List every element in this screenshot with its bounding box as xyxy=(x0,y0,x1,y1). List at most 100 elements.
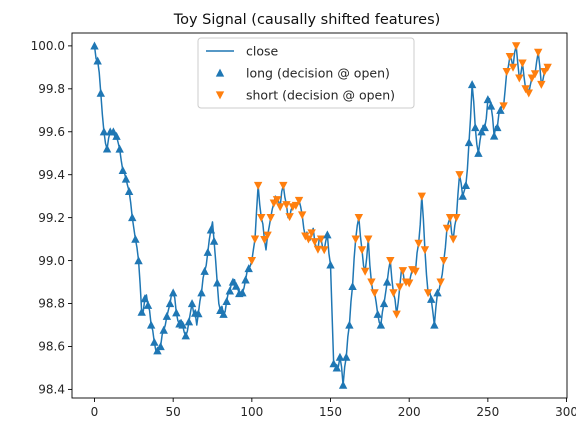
long-marker xyxy=(128,213,137,222)
y-tick-label: 98.6 xyxy=(38,340,65,354)
long-marker xyxy=(102,144,112,153)
long-marker xyxy=(209,236,219,245)
short-marker xyxy=(351,235,360,244)
long-marker xyxy=(153,346,162,355)
long-marker xyxy=(464,138,474,147)
long-marker xyxy=(181,331,190,340)
short-marker xyxy=(540,68,549,77)
long-marker xyxy=(200,266,209,275)
short-marker xyxy=(398,267,408,276)
legend: close long (decision @ open) short (decisi… xyxy=(197,37,415,109)
long-marker xyxy=(162,311,172,320)
y-tick-label: 100.0 xyxy=(31,39,65,53)
long-marker xyxy=(373,309,382,318)
long-marker xyxy=(382,277,392,286)
long-marker xyxy=(99,127,109,136)
long-marker xyxy=(156,342,165,351)
short-marker xyxy=(508,63,518,72)
short-marker xyxy=(530,70,540,79)
long-marker xyxy=(461,181,471,190)
short-marker xyxy=(250,235,260,244)
long-marker xyxy=(329,359,338,368)
short-marker xyxy=(521,85,530,94)
long-marker xyxy=(184,317,194,326)
short-marker xyxy=(511,42,521,51)
axes-frame xyxy=(71,32,568,399)
short-marker xyxy=(505,53,515,62)
short-marker xyxy=(439,256,449,265)
long-marker xyxy=(238,288,247,297)
long-marker xyxy=(471,123,480,132)
x-tick-label: 250 xyxy=(476,405,499,419)
long-marker xyxy=(213,278,222,287)
long-marker xyxy=(458,191,467,200)
y-tick-label: 99.0 xyxy=(38,254,65,268)
short-marker xyxy=(524,89,533,98)
short-marker xyxy=(515,74,524,83)
long-marker xyxy=(486,101,496,110)
plot-area xyxy=(90,41,552,389)
short-marker xyxy=(414,239,423,248)
chart-title: Toy Signal (causally shifted features) xyxy=(173,12,441,28)
long-marker xyxy=(228,277,238,286)
short-marker xyxy=(518,59,527,68)
long-marker xyxy=(222,296,231,305)
short-marker xyxy=(455,171,464,180)
long-marker xyxy=(90,41,99,50)
x-tick-label: 150 xyxy=(319,405,342,419)
long-marker xyxy=(231,281,241,290)
long-marker xyxy=(168,288,178,297)
short-marker xyxy=(294,196,304,205)
short-marker xyxy=(307,229,316,238)
short-marker xyxy=(395,283,404,292)
short-marker xyxy=(411,267,420,276)
x-tick-label: 300 xyxy=(555,405,576,419)
legend-label: short (decision @ open) xyxy=(246,88,395,103)
short-marker xyxy=(502,68,511,77)
long-marker xyxy=(194,309,203,318)
short-marker xyxy=(285,213,294,222)
x-tick-label: 0 xyxy=(91,405,99,419)
long-marker xyxy=(187,299,197,308)
short-marker xyxy=(316,235,326,244)
legend-label: long (decision @ open) xyxy=(246,66,390,81)
long-marker xyxy=(118,166,128,175)
short-marker xyxy=(499,102,508,111)
short-marker xyxy=(257,214,266,223)
short-marker xyxy=(389,289,398,298)
y-tick-label: 99.4 xyxy=(38,168,65,182)
long-marker xyxy=(178,320,187,329)
short-marker xyxy=(360,267,370,276)
long-marker xyxy=(112,131,121,140)
short-marker xyxy=(404,279,414,288)
short-marker xyxy=(534,48,543,57)
short-marker xyxy=(543,63,552,72)
x-tick-label: 100 xyxy=(240,405,263,419)
long-marker xyxy=(483,95,493,104)
short-marker xyxy=(445,214,455,223)
short-marker xyxy=(527,74,537,83)
long-marker xyxy=(342,352,351,361)
short-marker xyxy=(423,289,433,298)
long-marker xyxy=(137,307,146,316)
short-marker xyxy=(304,235,313,244)
long-marker xyxy=(379,299,389,308)
x-tick-label: 200 xyxy=(398,405,421,419)
long-marker xyxy=(140,294,150,303)
short-marker xyxy=(417,192,426,201)
legend-label: close xyxy=(246,44,279,59)
long-marker xyxy=(165,299,175,308)
long-marker xyxy=(474,148,483,157)
long-marker xyxy=(96,88,105,97)
short-marker xyxy=(263,231,272,240)
long-marker xyxy=(338,380,348,389)
long-marker xyxy=(203,247,212,256)
short-marker xyxy=(260,235,269,244)
short-marker xyxy=(320,246,329,255)
legend-box xyxy=(197,37,415,109)
long-marker xyxy=(115,144,124,153)
long-marker xyxy=(197,288,206,297)
short-marker xyxy=(367,278,376,287)
y-tick-label: 98.8 xyxy=(38,297,65,311)
